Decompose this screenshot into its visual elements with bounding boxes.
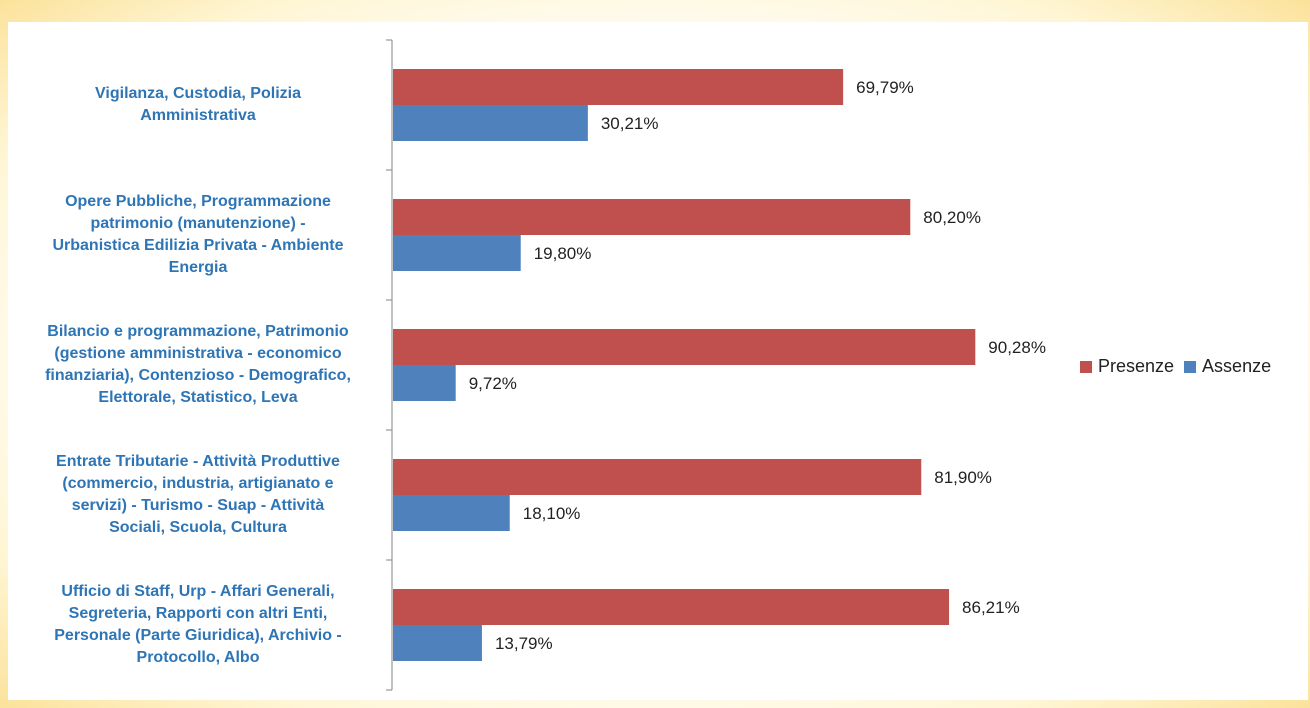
data-label-presenze: 69,79% [856, 78, 914, 97]
legend-item-assenze: Assenze [1184, 356, 1271, 377]
bar-assenze [393, 495, 510, 531]
bar-presenze [393, 69, 844, 105]
bar-presenze [393, 199, 911, 235]
legend-swatch-presenze [1080, 360, 1092, 373]
category-label: Vigilanza, Custodia, Polizia Amministrat… [95, 85, 301, 124]
data-label-assenze: 18,10% [523, 504, 581, 523]
bar-presenze [393, 459, 922, 495]
legend-swatch-assenze [1184, 360, 1197, 373]
data-label-assenze: 19,80% [534, 244, 592, 263]
category-label: Opere Pubbliche, Programmazione patrimon… [52, 193, 344, 276]
data-label-assenze: 13,79% [495, 634, 553, 653]
bar-assenze [393, 105, 588, 141]
data-label-assenze: 30,21% [601, 114, 659, 133]
category-label: Entrate Tributarie - Attività Produttive… [56, 453, 340, 536]
category-label: Ufficio di Staff, Urp - Affari Generali,… [54, 583, 342, 666]
data-label-assenze: 9,72% [469, 374, 517, 393]
category-label: Bilancio e programmazione, Patrimonio (g… [45, 323, 351, 406]
legend: Presenze Assenze [1080, 356, 1281, 377]
legend-item-presenze: Presenze [1080, 356, 1174, 377]
data-label-presenze: 90,28% [988, 338, 1046, 357]
bar-assenze [393, 235, 521, 271]
bar-assenze [393, 365, 456, 401]
bar-presenze [393, 329, 976, 365]
bar-assenze [393, 625, 482, 661]
legend-label-presenze: Presenze [1098, 356, 1175, 376]
bar-presenze [393, 589, 950, 625]
legend-label-assenze: Assenze [1202, 356, 1272, 376]
data-label-presenze: 81,90% [934, 468, 992, 487]
data-label-presenze: 80,20% [923, 208, 981, 227]
data-label-presenze: 86,21% [962, 598, 1020, 617]
